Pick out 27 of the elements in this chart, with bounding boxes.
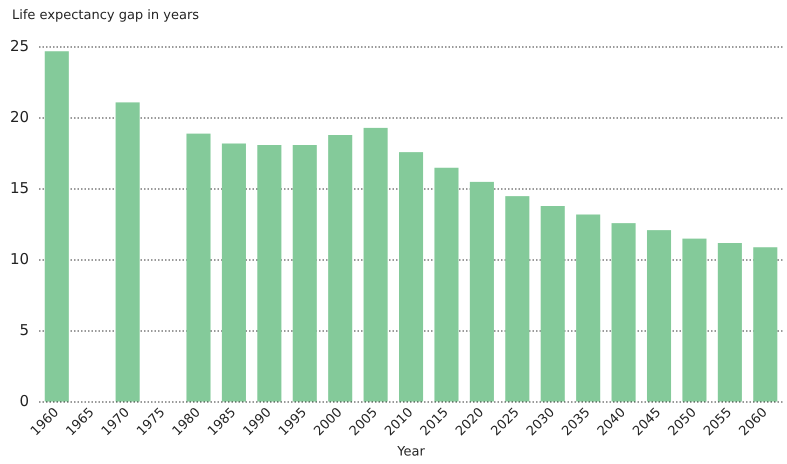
bar <box>257 144 282 402</box>
x-axis-title: Year <box>396 444 426 460</box>
bar <box>753 247 778 402</box>
bar <box>44 51 69 402</box>
bar <box>470 182 494 402</box>
bar <box>682 238 706 402</box>
bar <box>434 168 459 402</box>
bar <box>186 134 211 402</box>
y-tick-label: 20 <box>10 108 30 126</box>
y-axis-title: Life expectancy gap in years <box>12 8 200 23</box>
bar <box>116 102 140 402</box>
bar <box>612 223 636 402</box>
bar <box>718 242 742 402</box>
y-tick-label: 0 <box>20 392 30 410</box>
bar <box>505 196 530 402</box>
bar <box>399 152 424 402</box>
y-tick-label: 25 <box>10 36 30 55</box>
bar <box>576 214 600 402</box>
bar <box>292 144 317 402</box>
y-tick-label: 5 <box>20 320 30 339</box>
bar <box>540 206 565 402</box>
bar <box>364 128 388 402</box>
y-tick-label: 15 <box>10 178 30 197</box>
bar <box>222 144 246 402</box>
y-tick-label: 10 <box>10 250 30 268</box>
bar <box>328 135 352 402</box>
bar <box>646 230 672 402</box>
